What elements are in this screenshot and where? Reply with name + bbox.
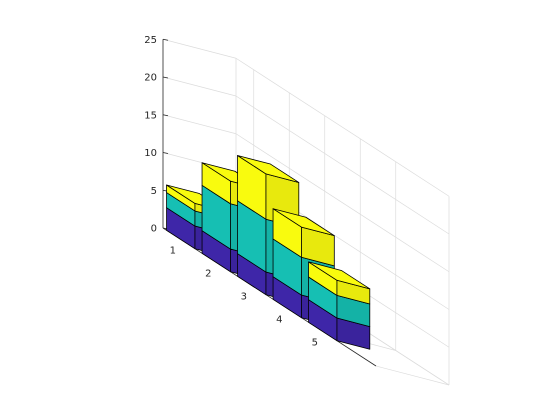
x-axis-line — [162, 227, 377, 367]
x-tick-label: 2 — [205, 269, 211, 280]
z-tick-mark — [162, 114, 169, 117]
z-tick-mark — [162, 38, 169, 41]
z-tick-mark — [162, 76, 169, 79]
z-tick-label: 20 — [144, 73, 157, 84]
bar-segment-top — [237, 155, 300, 183]
bar-segment-top — [308, 261, 371, 290]
x-tick-label: 3 — [241, 292, 247, 303]
floor-right-edge — [375, 365, 450, 386]
z-tick-label: 15 — [144, 110, 157, 121]
back-wall-z-gridline — [235, 95, 450, 235]
z-tick-label: 10 — [144, 148, 157, 159]
bar-stack-5 — [308, 261, 371, 350]
tick-labels: 0 5 10 15 20 25 1 2 3 4 5 — [144, 35, 318, 349]
bar-segment-top — [272, 208, 335, 237]
side-wall-z-gridline — [162, 114, 237, 135]
side-wall-z-gridline — [162, 38, 237, 59]
x-tick-label: 1 — [170, 246, 176, 257]
x-tick-label: 5 — [312, 338, 318, 349]
x-tick-label: 4 — [276, 315, 282, 326]
z-tick-label: 0 — [151, 224, 157, 235]
z-tick-mark — [162, 152, 169, 154]
z-tick-label: 5 — [151, 186, 157, 197]
side-wall-z-gridline — [162, 76, 237, 97]
bars — [166, 155, 371, 350]
back-wall-z-gridline — [235, 133, 450, 273]
back-wall-z-gridline — [235, 57, 450, 197]
z-tick-label: 25 — [144, 35, 157, 46]
